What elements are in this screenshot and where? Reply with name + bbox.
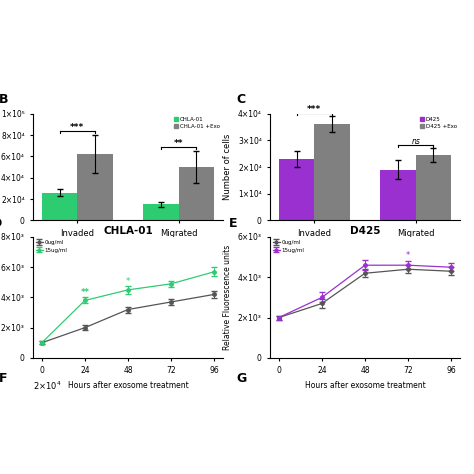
Text: **: ** [81,288,90,297]
Y-axis label: Relative Fluorescence units: Relative Fluorescence units [223,245,232,350]
Legend: D425, D425 +Exo: D425, D425 +Exo [420,117,457,129]
Legend: 0ug/ml, 15ug/ml: 0ug/ml, 15ug/ml [36,240,67,253]
Bar [143,204,179,220]
Bar [380,170,416,220]
Text: ***: *** [307,105,321,114]
Text: ns: ns [411,137,420,146]
Legend: 0ug/ml, 15ug/ml: 0ug/ml, 15ug/ml [273,240,304,253]
Text: B: B [0,93,9,106]
Bar [179,167,214,220]
X-axis label: Condition: Condition [345,243,385,252]
X-axis label: Condition: Condition [108,243,148,252]
Bar [416,155,451,220]
Legend: CHLA-01, CHLA-01 +Exo: CHLA-01, CHLA-01 +Exo [174,117,220,129]
X-axis label: Hours after exosome treatment: Hours after exosome treatment [305,381,425,390]
Title: CHLA-01: CHLA-01 [103,226,153,236]
Text: 2×10$^4$: 2×10$^4$ [33,380,62,392]
Text: C: C [236,93,245,106]
Bar [77,155,113,220]
Text: E: E [228,218,237,230]
Text: F: F [0,372,8,385]
Text: *: * [406,251,410,260]
X-axis label: Hours after exosome treatment: Hours after exosome treatment [68,381,188,390]
Y-axis label: Number of cells: Number of cells [223,134,232,201]
Bar [42,192,77,220]
Text: *: * [126,277,130,286]
Text: ***: *** [70,123,84,132]
Title: D425: D425 [350,226,380,236]
Text: D: D [0,218,2,230]
Bar [279,159,314,220]
Text: G: G [236,372,246,385]
Bar [314,124,350,220]
Text: **: ** [174,139,183,148]
